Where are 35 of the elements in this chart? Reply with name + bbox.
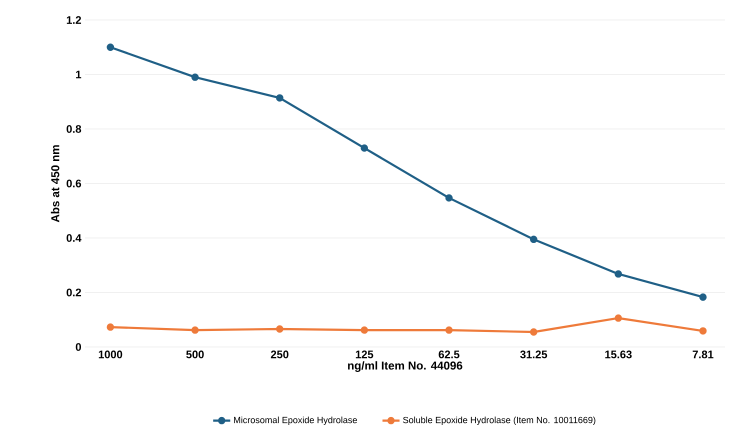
x-tick-label: 125 [356,350,374,358]
x-tick-label: 62.5 [438,350,460,358]
point [360,144,368,152]
legend-label: Soluble Epoxide Hydrolase (Item No. 10011669) [403,416,596,425]
point [614,314,622,322]
point [530,328,538,336]
point [699,293,707,301]
y-tick-label: 0 [76,343,82,351]
y-tick-label: 0.4 [66,234,82,242]
x-tick-label: 15.63 [605,350,632,358]
y-tick-label: 0.2 [66,288,82,296]
point [191,326,199,334]
point [360,326,368,334]
point [530,236,538,244]
y-axis-title: Abs at 450 nm [50,145,60,222]
x-tick-label: 500 [186,350,204,358]
x-tick-label: 1000 [98,350,122,358]
point [445,326,453,334]
x-tick-label: 7.81 [692,350,714,358]
y-tick-label: 1.2 [66,16,82,24]
y-tick-label: 1 [76,70,82,78]
y-tick-label: 0.6 [66,180,82,188]
point [276,325,284,333]
legend-label: Microsomal Epoxide Hydrolase [234,416,357,425]
point [445,194,453,202]
x-axis-title: ng/ml Item No. 44096 [348,361,462,372]
point [276,94,284,102]
point [614,270,622,278]
point [106,44,114,51]
x-tick-label: 250 [270,350,288,358]
point [191,74,199,81]
point [106,323,114,331]
point [699,327,707,335]
x-tick-label: 31.25 [520,350,548,358]
y-tick-label: 0.8 [66,125,82,133]
